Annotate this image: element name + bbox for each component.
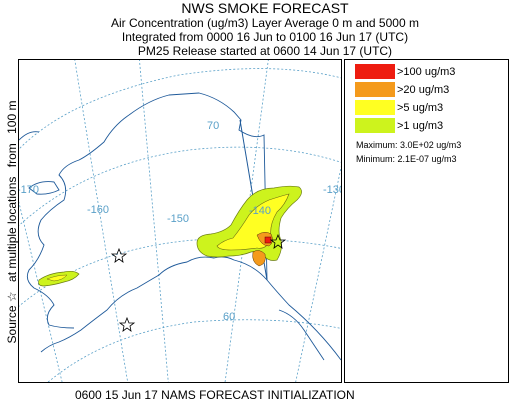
smoke-plume-main [196, 185, 302, 267]
multiple-locations-label: at multiple locations [5, 176, 19, 282]
lat-65-line [19, 238, 341, 307]
minimum-value: Minimum: 2.1E-07 ug/m3 [356, 154, 457, 164]
source-side-label: Source ☆ at multiple locations from 100 … [5, 57, 19, 387]
integration-period: Integrated from 0000 16 Jun to 0100 16 J… [121, 30, 409, 44]
lat-60-label: 60 [223, 311, 235, 323]
lon-130-label: -130 [323, 184, 341, 196]
legend-panel: >100 ug/m3 >20 ug/m3 >5 ug/m3 >1 ug/m3 M… [344, 59, 509, 383]
lon-170-label: -170 [19, 184, 39, 196]
legend-swatch-1 [355, 118, 395, 133]
legend-label-100: >100 ug/m3 [397, 66, 456, 78]
lon-130-line [295, 165, 341, 382]
height-label: 100 m [5, 100, 19, 134]
legend-label-1: >1 ug/m3 [397, 120, 444, 132]
legend-swatch-20 [355, 82, 395, 97]
coastline [19, 92, 341, 361]
lat-70-line [19, 146, 341, 227]
footer-initialization: 0600 15 Jun 17 NAMS FORECAST INITIALIZAT… [75, 388, 355, 402]
from-label: from [5, 143, 19, 168]
maximum-value: Maximum: 3.0E+02 ug/m3 [356, 140, 462, 150]
lat-60-line [47, 319, 341, 382]
map-panel: -170 -160 -150 -140 -130 70 60 [18, 59, 342, 383]
concentration-subtitle: Air Concentration (ug/m3) Layer Average … [111, 16, 419, 30]
lon-160-label: -160 [87, 204, 109, 216]
source-star-icon [110, 247, 128, 263]
legend-swatch-100 [355, 64, 395, 79]
map-svg: -170 -160 -150 -140 -130 70 60 [19, 60, 341, 382]
legend-label-5: >5 ug/m3 [397, 102, 444, 114]
lat-75-line [19, 68, 341, 150]
smoke-plume-west [38, 270, 80, 287]
plume-20-ug-south [252, 250, 266, 267]
lon-150-line [139, 60, 169, 382]
lon-160-line [74, 60, 129, 382]
plume-5-ug [216, 193, 290, 251]
graticule [19, 60, 341, 382]
source-star-icon [118, 316, 136, 332]
legend-swatch-5 [355, 100, 395, 115]
map-title: NWS SMOKE FORECAST [181, 0, 349, 16]
lon-140-label: -140 [249, 205, 271, 217]
grid-labels: -170 -160 -150 -140 -130 70 60 [19, 120, 341, 323]
source-markers [110, 233, 287, 332]
chukotka-edge [19, 131, 40, 141]
source-star-icon [269, 233, 287, 249]
release-info: PM25 Release started at 0600 14 Jun 17 (… [137, 44, 393, 58]
plume-100-ug [264, 236, 272, 244]
island-nw [28, 181, 60, 195]
west-coast [26, 114, 130, 329]
plume-west-5-ug [46, 274, 68, 282]
lat-70-label: 70 [207, 120, 219, 132]
header: NWS SMOKE FORECAST Air Concentration (ug… [20, 0, 509, 59]
legend-label-20: >20 ug/m3 [397, 84, 450, 96]
lon-150-label: -150 [167, 213, 189, 225]
source-label: Source ☆ [5, 291, 19, 344]
panhandle-coast [278, 309, 325, 361]
